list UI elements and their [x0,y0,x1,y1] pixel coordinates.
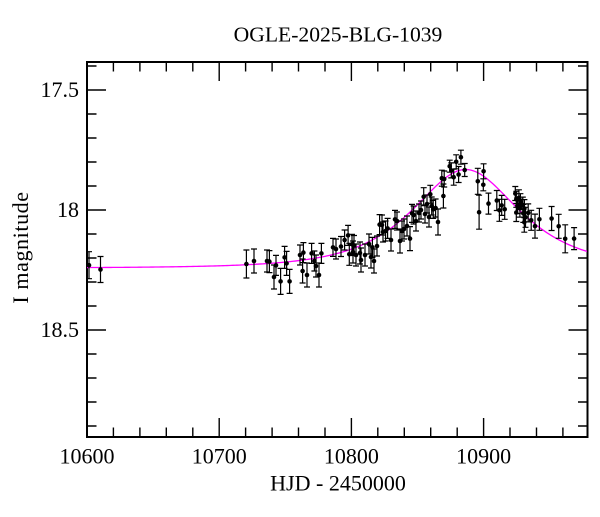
svg-text:18: 18 [57,197,79,222]
svg-text:10900: 10900 [456,444,511,469]
svg-text:I magnitude: I magnitude [8,191,33,303]
svg-text:18.5: 18.5 [41,317,80,342]
svg-text:17.5: 17.5 [41,77,80,102]
svg-text:10600: 10600 [60,444,115,469]
svg-text:OGLE-2025-BLG-1039: OGLE-2025-BLG-1039 [234,23,443,47]
svg-text:10800: 10800 [324,444,379,469]
svg-text:HJD - 2450000: HJD - 2450000 [270,471,406,496]
svg-text:10700: 10700 [192,444,247,469]
